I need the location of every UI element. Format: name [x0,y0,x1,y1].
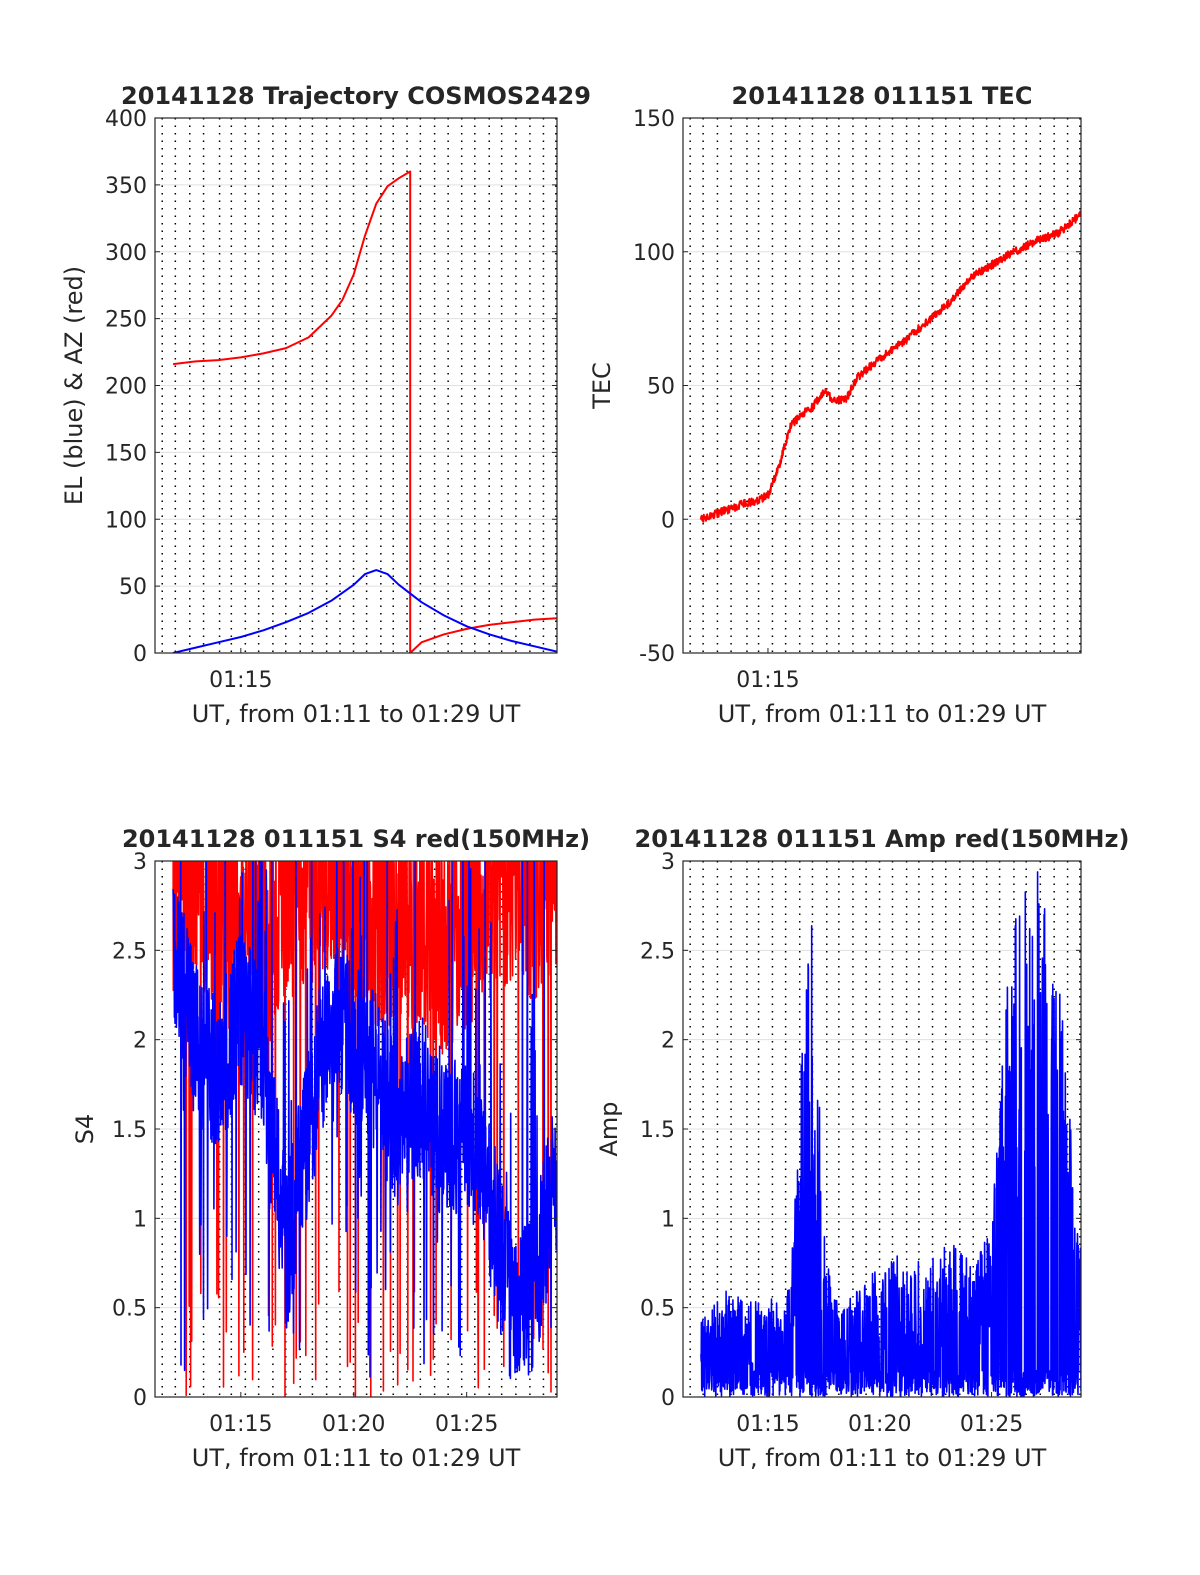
y-tick-label: 2.5 [112,939,147,964]
chart-title: 20141128 Trajectory COSMOS2429 [121,82,591,110]
x-tick-label: 01:15 [209,1412,272,1437]
chart-panel-2: -50 0 50 100 150 01:15 UT, from 01:11 to 01:29… [588,82,1082,728]
y-tick-label: 1.5 [640,1118,675,1143]
series-layer [172,861,557,1397]
y-tick-label: 3 [661,850,675,875]
series-line-2 [172,569,557,653]
y-tick-label: 1 [133,1207,147,1232]
y-axis-label: Amp [595,1101,623,1156]
series-layer [172,170,557,653]
y-tick-label: 0 [133,1386,147,1411]
series-line-2 [172,861,557,1380]
chart-panel-3: 0 0.5 1 1.5 2 2.5 3 01:15 01:20 01:25 UT, from 01:… [71,825,590,1472]
y-tick-label: 2 [133,1029,147,1054]
x-tick-label: 01:15 [736,668,799,693]
series-line-1 [172,170,557,653]
x-tick-label: 01:15 [209,668,272,693]
y-tick-label: 100 [633,241,675,266]
chart-panel-1: 0 50 100 150 200 250 300 350 400 01:15 UT, from 01… [60,82,591,728]
y-tick-label: 50 [119,575,147,600]
x-tick-label: 01:25 [960,1412,1023,1437]
y-tick-label: 400 [105,107,147,132]
y-tick-label: 250 [105,308,147,333]
y-tick-label: 0.5 [640,1297,675,1322]
y-axis-label: EL (blue) & AZ (red) [60,266,88,505]
y-tick-label: 200 [105,375,147,400]
series-line-1 [699,210,1081,523]
y-tick-label: 100 [105,508,147,533]
chart-panel-4: 0 0.5 1 1.5 2 2.5 3 01:15 01:20 01:25 UT, from 01:… [595,825,1129,1472]
y-axis-label: S4 [71,1114,99,1145]
y-tick-label: 150 [633,107,675,132]
x-tick-label: 01:20 [848,1412,911,1437]
series-layer [700,871,1081,1397]
x-axis-label: UT, from 01:11 to 01:29 UT [192,700,521,728]
y-tick-label: 0 [133,642,147,667]
x-tick-label: 01:25 [435,1412,498,1437]
chart-title: 20141128 011151 TEC [732,82,1033,110]
y-tick-label: 2 [661,1029,675,1054]
x-tick-label: 01:15 [736,1412,799,1437]
y-tick-label: 3 [133,850,147,875]
x-axis-label: UT, from 01:11 to 01:29 UT [192,1444,521,1472]
y-tick-label: 0.5 [112,1297,147,1322]
series-line-1 [700,871,1081,1397]
chart-title: 20141128 011151 S4 red(150MHz) [122,825,590,853]
y-axis-label: TEC [588,362,616,410]
x-axis-label: UT, from 01:11 to 01:29 UT [718,1444,1047,1472]
y-tick-label: 0 [661,1386,675,1411]
y-tick-label: 2.5 [640,939,675,964]
y-tick-label: 1 [661,1207,675,1232]
y-tick-label: 1.5 [112,1118,147,1143]
y-tick-label: -50 [639,642,675,667]
x-axis-label: UT, from 01:11 to 01:29 UT [718,700,1047,728]
y-tick-label: 300 [105,241,147,266]
y-tick-label: 0 [661,508,675,533]
series-layer [699,210,1081,523]
chart-title: 20141128 011151 Amp red(150MHz) [635,825,1130,853]
y-tick-label: 50 [647,375,675,400]
y-tick-label: 350 [105,174,147,199]
x-tick-label: 01:20 [322,1412,385,1437]
y-tick-label: 150 [105,441,147,466]
